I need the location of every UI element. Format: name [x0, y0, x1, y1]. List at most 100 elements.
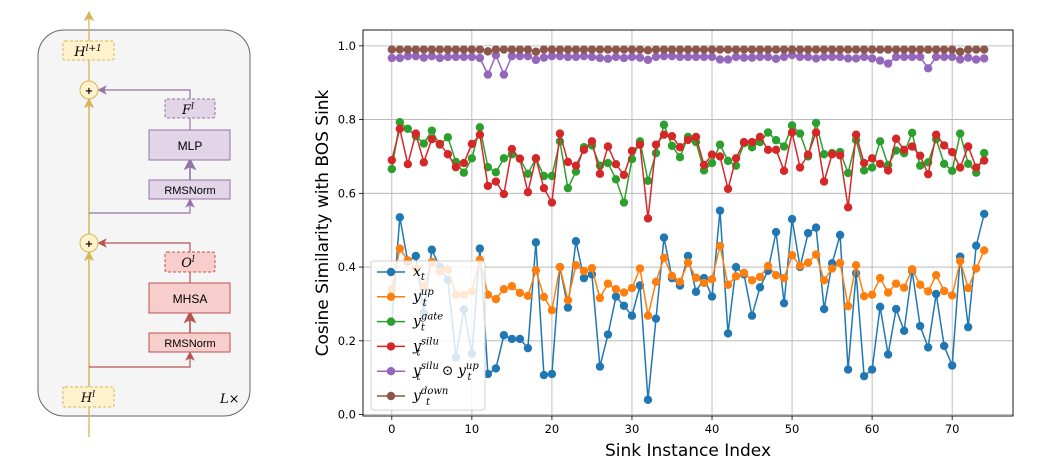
mlp-label: MLP	[178, 139, 203, 153]
data-point	[475, 123, 485, 132]
data-point	[403, 45, 413, 54]
data-point	[739, 268, 749, 278]
data-point	[907, 52, 917, 62]
data-point	[771, 54, 781, 63]
data-point	[795, 45, 805, 54]
data-point	[787, 214, 797, 224]
data-point	[819, 52, 829, 62]
data-point	[547, 305, 557, 315]
data-point	[651, 140, 661, 149]
data-point	[867, 365, 877, 374]
data-point	[851, 130, 861, 139]
data-point	[843, 301, 853, 311]
data-point	[835, 52, 845, 62]
y-tick-label: 1.0	[338, 39, 356, 53]
data-point	[475, 45, 485, 54]
data-point	[491, 45, 501, 54]
data-point	[395, 45, 405, 54]
data-point	[507, 45, 517, 54]
data-point	[763, 128, 773, 137]
legend-label: xt​	[413, 264, 426, 283]
data-point	[715, 140, 725, 149]
x-tick-label: 0	[388, 422, 395, 436]
data-point	[891, 52, 901, 62]
data-point	[867, 154, 877, 163]
data-point	[795, 261, 805, 271]
data-point	[603, 142, 613, 151]
data-point	[507, 282, 517, 291]
data-point	[443, 52, 453, 62]
data-point	[971, 163, 981, 172]
data-point	[715, 45, 725, 54]
data-point	[939, 45, 949, 54]
data-point	[819, 177, 829, 186]
data-point	[427, 126, 437, 135]
data-point	[971, 45, 981, 54]
x-tick-label: 60	[865, 422, 880, 436]
data-point	[747, 53, 757, 62]
data-point	[803, 45, 813, 54]
data-point	[819, 276, 829, 285]
data-point	[427, 134, 437, 144]
data-point	[963, 53, 973, 62]
data-point	[851, 261, 861, 270]
data-point	[483, 290, 493, 299]
data-point	[659, 253, 669, 263]
attn-residual-arrow	[97, 238, 191, 252]
data-point	[563, 183, 573, 193]
input-state-label: Hl	[80, 390, 95, 406]
data-point	[539, 183, 549, 193]
data-point	[507, 334, 517, 344]
data-point	[963, 283, 973, 293]
data-point	[619, 288, 629, 297]
data-point	[739, 45, 749, 54]
x-tick-label: 10	[465, 422, 480, 436]
data-point	[651, 148, 661, 158]
data-point	[675, 152, 685, 162]
x-tick-label: 20	[545, 422, 560, 436]
x-tick-label: 40	[705, 422, 720, 436]
data-point	[835, 45, 845, 54]
data-point	[891, 304, 901, 314]
mlp-branch-input-line	[89, 198, 195, 214]
rmsnorm-attn-label: RMSNorm	[164, 338, 215, 350]
data-point	[499, 284, 509, 294]
data-point	[443, 133, 453, 142]
data-point	[875, 159, 885, 169]
data-point	[755, 45, 765, 54]
legend-marker	[386, 267, 396, 277]
data-point	[915, 151, 925, 160]
legend-marker	[386, 391, 396, 401]
data-point	[811, 45, 821, 54]
data-point	[923, 45, 933, 54]
data-point	[595, 169, 605, 178]
data-point	[659, 130, 669, 139]
data-point	[499, 45, 509, 54]
data-point	[683, 45, 693, 54]
data-point	[411, 45, 421, 54]
data-point	[691, 45, 701, 54]
data-point	[571, 261, 581, 270]
y-tick-label: 0.4	[338, 260, 356, 274]
data-point	[787, 45, 797, 54]
data-point	[659, 233, 669, 242]
data-point	[707, 52, 717, 62]
data-point	[875, 137, 885, 146]
data-point	[395, 244, 405, 253]
data-point	[707, 275, 717, 284]
data-point	[555, 51, 565, 61]
data-point	[555, 45, 565, 54]
data-point	[451, 162, 461, 172]
data-point	[603, 54, 613, 63]
data-point	[603, 330, 613, 339]
data-point	[691, 287, 701, 296]
data-point	[411, 129, 421, 138]
data-point	[611, 175, 621, 184]
data-point	[771, 45, 781, 54]
data-point	[763, 145, 773, 155]
data-point	[779, 45, 789, 54]
